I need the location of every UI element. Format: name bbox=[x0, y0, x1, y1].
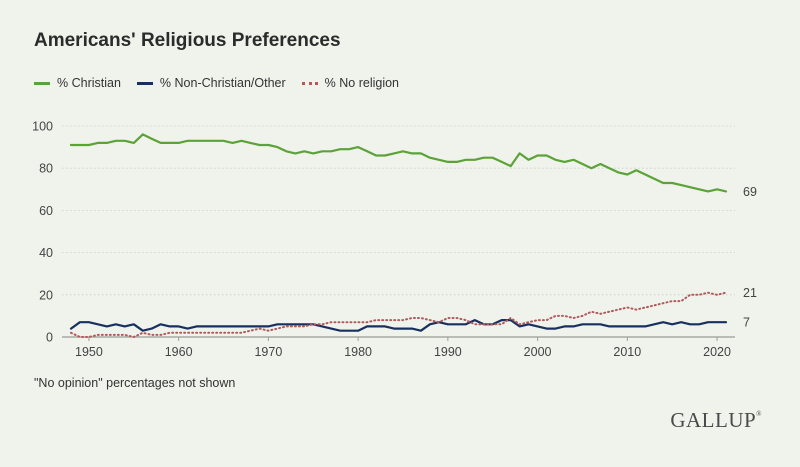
brand-text: GALLUP bbox=[670, 408, 757, 432]
y-tick-label-40: 40 bbox=[39, 246, 53, 260]
end-labels: 69 7 21 bbox=[743, 185, 757, 330]
series-line-no-religion bbox=[70, 291, 727, 338]
series-lines bbox=[69, 133, 728, 338]
x-tick-label-1950: 1950 bbox=[75, 345, 103, 359]
legend-swatch-no-religion bbox=[301, 81, 318, 85]
y-tick-label-20: 20 bbox=[39, 288, 53, 302]
footnote: "No opinion" percentages not shown bbox=[34, 376, 236, 390]
end-label-christian: 69 bbox=[743, 185, 757, 199]
x-tick-label-2020: 2020 bbox=[703, 345, 731, 359]
legend-swatch-non-christian bbox=[136, 81, 153, 85]
brand-registered-mark: ® bbox=[756, 410, 762, 418]
y-tick-label-100: 100 bbox=[32, 120, 53, 134]
grid-lines bbox=[62, 125, 735, 338]
legend-item-non-christian: % Non-Christian/Other bbox=[136, 76, 286, 90]
legend-label-no-religion: % No religion bbox=[324, 76, 400, 90]
legend-label-christian: % Christian bbox=[57, 76, 121, 90]
end-label-non-christian: 7 bbox=[743, 316, 750, 330]
gallup-logo: GALLUP® bbox=[670, 408, 762, 433]
legend-item-christian: % Christian bbox=[34, 76, 121, 90]
chart-title: Americans' Religious Preferences bbox=[34, 30, 341, 51]
x-tick-label-2000: 2000 bbox=[524, 345, 552, 359]
axis-labels: 0 20 40 60 80 100 1950 1960 1970 1980 1990 2000 2010… bbox=[32, 120, 731, 360]
series-line-christian bbox=[69, 133, 728, 193]
end-label-no-religion: 21 bbox=[743, 286, 757, 300]
legend-swatch-christian bbox=[34, 81, 50, 85]
y-tick-label-80: 80 bbox=[39, 162, 53, 176]
x-tick-label-1960: 1960 bbox=[165, 345, 193, 359]
x-tick-label-2010: 2010 bbox=[613, 345, 641, 359]
legend: % Christian % Non-Christian/Other % No r… bbox=[34, 76, 415, 90]
x-tick-label-1980: 1980 bbox=[344, 345, 372, 359]
legend-item-no-religion: % No religion bbox=[301, 76, 400, 90]
x-tick-label-1990: 1990 bbox=[434, 345, 462, 359]
x-tick-label-1970: 1970 bbox=[254, 345, 282, 359]
y-tick-label-0: 0 bbox=[46, 331, 53, 345]
legend-label-non-christian: % Non-Christian/Other bbox=[159, 76, 286, 90]
series-line-non-christian bbox=[69, 319, 728, 332]
y-tick-label-60: 60 bbox=[39, 204, 53, 218]
